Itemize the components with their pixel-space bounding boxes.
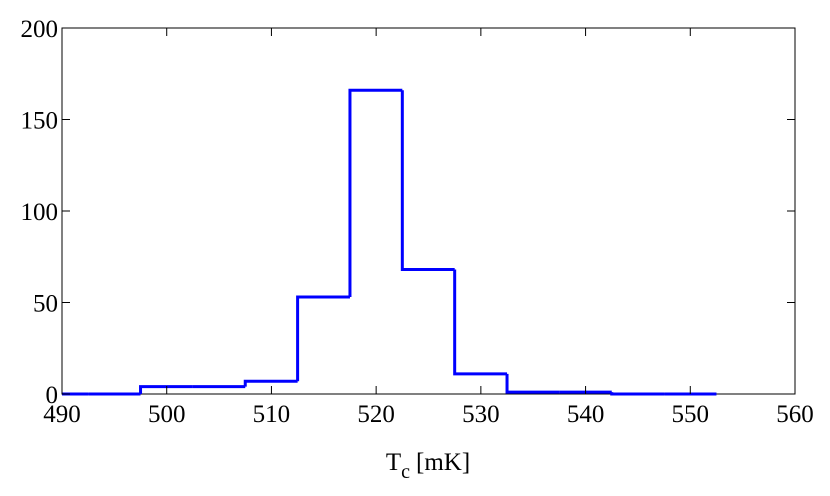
histogram-step: [400, 90, 455, 272]
x-tick-label: 510: [253, 401, 291, 428]
x-label-subscript: c: [401, 461, 410, 483]
x-tick-label: 560: [776, 401, 814, 428]
y-tick-label: 150: [21, 108, 59, 135]
histogram-step: [453, 269, 508, 376]
x-tick-label: 530: [462, 401, 500, 428]
x-tick-label: 520: [357, 401, 395, 428]
histogram-step: [610, 392, 665, 396]
histogram-step: [296, 295, 350, 382]
y-tick-label: 100: [21, 199, 59, 226]
y-tick-label: 0: [46, 382, 59, 409]
y-tick-label: 200: [21, 16, 59, 43]
plot-frame: [61, 27, 796, 395]
histogram-step: [243, 379, 298, 387]
y-tick-label: 50: [33, 291, 58, 318]
x-tick-label: 490: [43, 401, 81, 428]
histogram-step: [505, 373, 560, 394]
histogram-step: [139, 385, 193, 394]
histogram-step: [348, 88, 403, 298]
x-tick-label: 540: [567, 401, 605, 428]
x-tick-label: 550: [672, 401, 710, 428]
x-label-unit: [mK]: [416, 449, 470, 476]
x-axis-label: Tc [mK]: [386, 449, 470, 483]
histogram: [62, 88, 717, 396]
x-tick-label: 500: [148, 401, 186, 428]
x-label-main: T: [386, 449, 401, 476]
